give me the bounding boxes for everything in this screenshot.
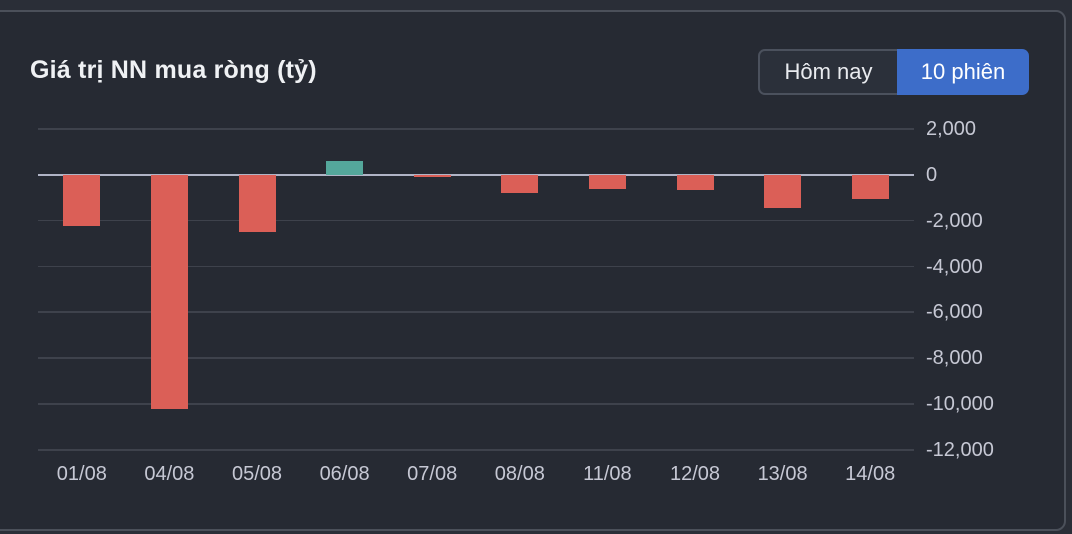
y-tick-label: -12,000 (926, 439, 994, 461)
bar-11-08[interactable] (588, 174, 626, 189)
x-tick-label: 04/08 (144, 463, 195, 485)
grid-line (38, 403, 914, 405)
net-foreign-buy-panel: Giá trị NN mua ròng (tỷ) Hôm nay 10 phiê… (0, 10, 1066, 531)
period-toggle: Hôm nay 10 phiên (758, 49, 1029, 95)
bar-04-08[interactable] (150, 174, 188, 409)
bar-14-08[interactable] (851, 174, 889, 199)
x-tick-label: 12/08 (669, 463, 721, 485)
y-tick-label: -2,000 (926, 209, 983, 232)
x-tick-label: 14/08 (845, 463, 896, 485)
x-tick-label: 08/08 (494, 463, 545, 485)
grid-line (38, 128, 914, 130)
bar-08-08[interactable] (501, 174, 539, 194)
y-tick-label: 2,000 (926, 118, 977, 140)
bar-12-08[interactable] (676, 174, 714, 190)
bar-07-08[interactable] (413, 174, 451, 178)
grid-line (38, 265, 914, 268)
grid-line (38, 311, 914, 313)
x-tick-label: 11/08 (583, 463, 632, 485)
chart-title: Giá trị NN mua ròng (tỷ) (30, 56, 317, 84)
plot-area (38, 128, 914, 451)
y-tick-label: -4,000 (926, 255, 983, 278)
y-tick-label: -10,000 (926, 393, 994, 416)
y-tick-label: -8,000 (926, 347, 983, 370)
x-tick-label: 05/08 (231, 463, 283, 485)
y-tick-label: -6,000 (926, 301, 983, 324)
ten-sessions-button[interactable]: 10 phiên (897, 49, 1029, 95)
grid-line (38, 449, 914, 451)
y-axis-labels: 2,000 0 -2,000 -4,000 -6,000 -8,000 -10,000 -12… (926, 118, 1058, 461)
bar-06-08[interactable] (326, 161, 364, 175)
x-tick-label: 13/08 (757, 463, 808, 485)
grid-line (38, 219, 914, 222)
x-tick-label: 01/08 (56, 463, 107, 485)
bar-13-08[interactable] (764, 174, 802, 209)
y-tick-label: 0 (926, 163, 938, 186)
x-tick-label: 07/08 (407, 463, 458, 485)
bar-05-08[interactable] (238, 174, 276, 233)
x-tick-label: 06/08 (319, 463, 370, 485)
bar-01-08[interactable] (63, 174, 101, 227)
zero-axis-line (38, 173, 914, 176)
x-axis-labels: 01/08 04/08 05/08 06/08 07/08 08/08 11/08 12/08… (38, 460, 914, 488)
grid-line (38, 357, 914, 359)
today-button[interactable]: Hôm nay (758, 49, 897, 95)
